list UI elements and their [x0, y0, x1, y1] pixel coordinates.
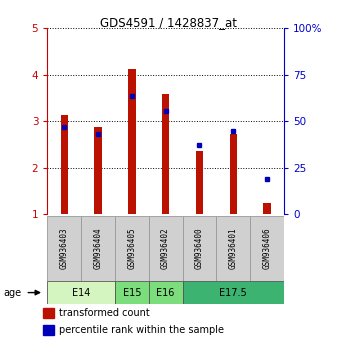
- Text: E14: E14: [72, 287, 90, 298]
- Bar: [94, 127, 102, 214]
- Bar: [61, 115, 68, 214]
- Text: GSM936404: GSM936404: [94, 228, 102, 269]
- Bar: [183, 216, 216, 281]
- Bar: [115, 281, 149, 304]
- Bar: [149, 281, 183, 304]
- Text: age: age: [3, 287, 22, 298]
- Text: GSM936406: GSM936406: [263, 228, 271, 269]
- Text: GSM936400: GSM936400: [195, 228, 204, 269]
- Bar: [47, 216, 81, 281]
- Text: transformed count: transformed count: [59, 308, 149, 318]
- Text: GSM936402: GSM936402: [161, 228, 170, 269]
- Text: GSM936405: GSM936405: [127, 228, 136, 269]
- Text: percentile rank within the sample: percentile rank within the sample: [59, 325, 224, 335]
- Bar: [43, 308, 54, 318]
- Bar: [263, 202, 271, 214]
- Bar: [149, 216, 183, 281]
- Text: E17.5: E17.5: [219, 287, 247, 298]
- Bar: [128, 69, 136, 214]
- Bar: [162, 94, 169, 214]
- Text: GDS4591 / 1428837_at: GDS4591 / 1428837_at: [100, 16, 238, 29]
- Bar: [196, 150, 203, 214]
- Bar: [216, 216, 250, 281]
- Text: E15: E15: [123, 287, 141, 298]
- Bar: [43, 325, 54, 335]
- Bar: [183, 281, 284, 304]
- Text: GSM936401: GSM936401: [229, 228, 238, 269]
- Text: E16: E16: [156, 287, 175, 298]
- Bar: [47, 281, 115, 304]
- Bar: [115, 216, 149, 281]
- Bar: [230, 134, 237, 214]
- Text: GSM936403: GSM936403: [60, 228, 69, 269]
- Bar: [250, 216, 284, 281]
- Bar: [81, 216, 115, 281]
